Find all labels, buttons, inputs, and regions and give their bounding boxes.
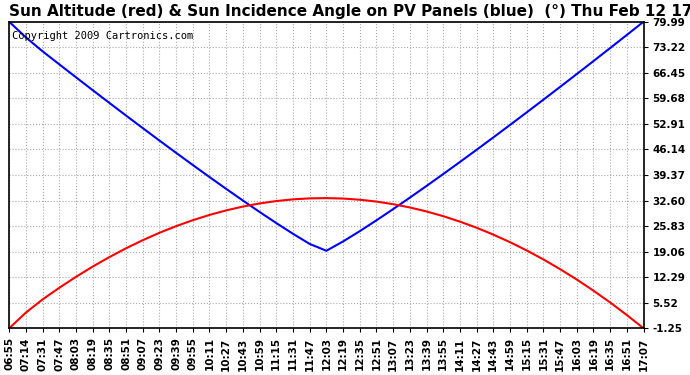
Text: Sun Altitude (red) & Sun Incidence Angle on PV Panels (blue)  (°) Thu Feb 12 17:: Sun Altitude (red) & Sun Incidence Angle…	[9, 4, 690, 19]
Text: Copyright 2009 Cartronics.com: Copyright 2009 Cartronics.com	[12, 31, 194, 41]
